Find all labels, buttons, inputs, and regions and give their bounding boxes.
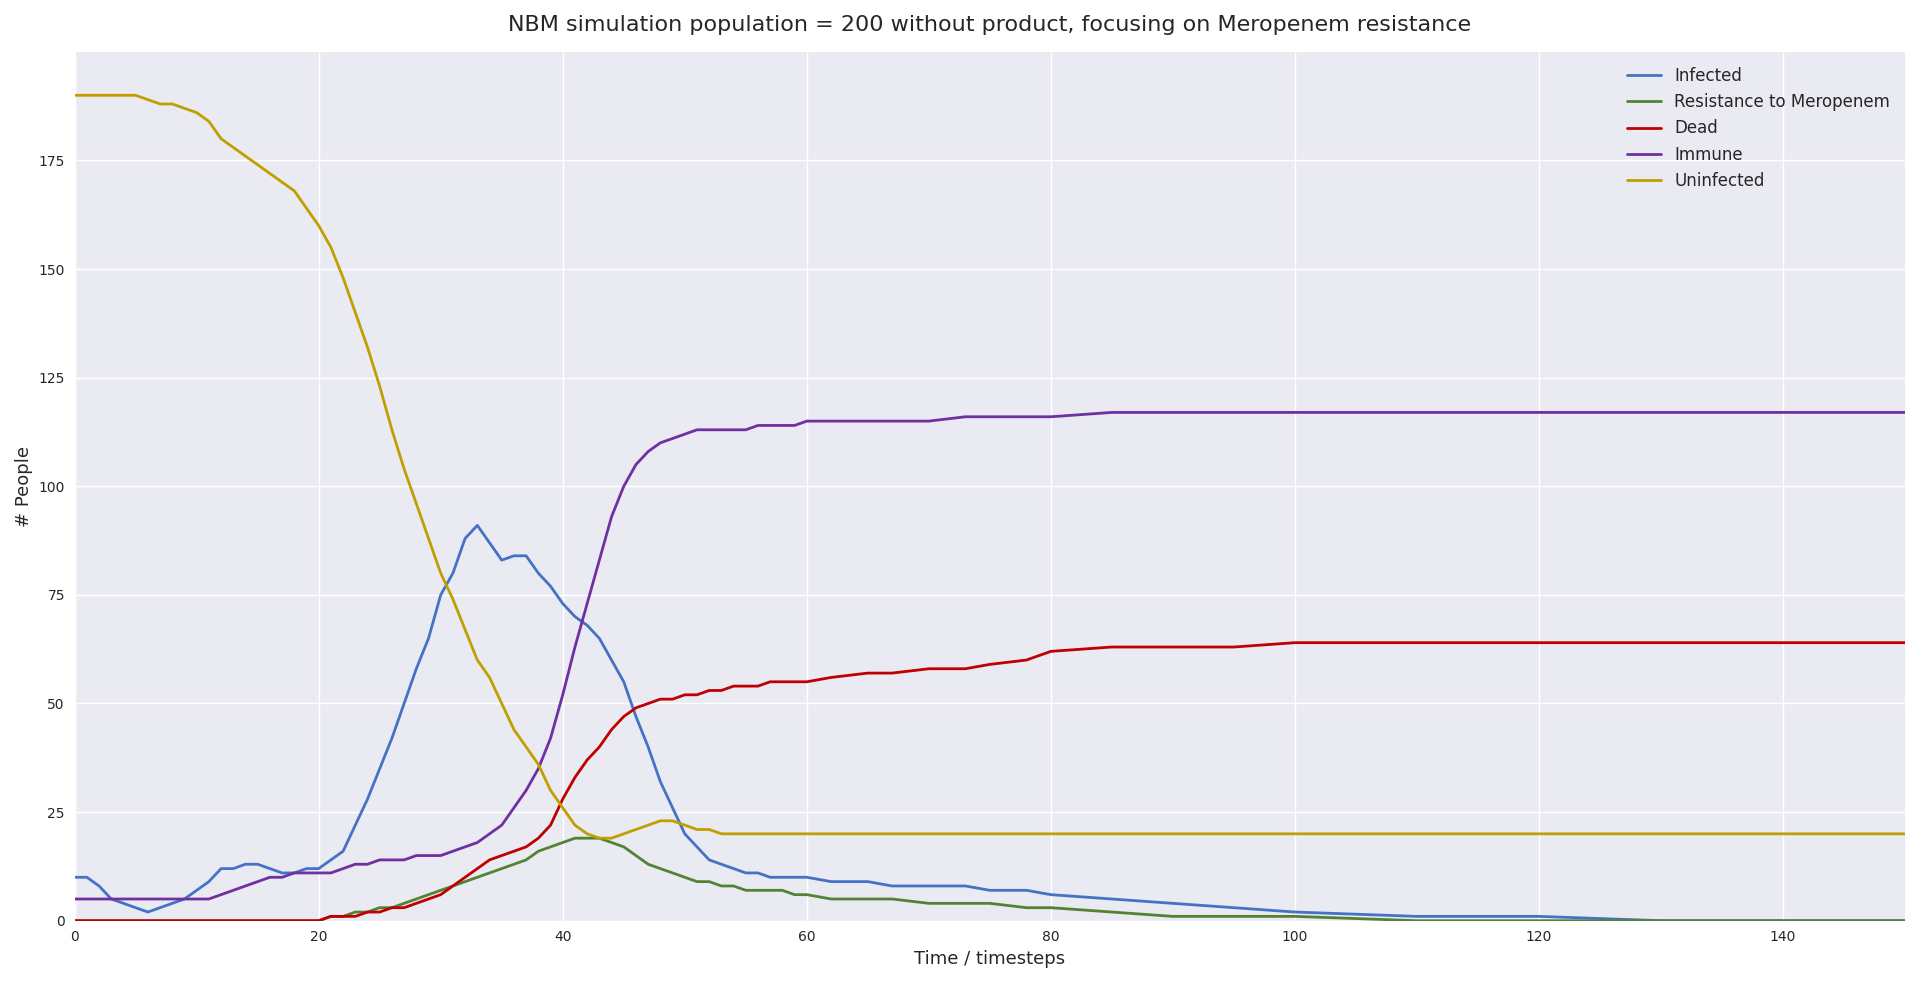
Dead xyxy=(1283,637,1306,649)
Infected xyxy=(478,537,501,549)
Y-axis label: # People: # People xyxy=(15,445,33,527)
Dead xyxy=(540,819,563,831)
Dead xyxy=(733,680,756,692)
Resistance to Meropenem xyxy=(223,915,246,927)
Resistance to Meropenem xyxy=(125,915,148,927)
Immune xyxy=(467,837,490,848)
Immune xyxy=(223,885,246,896)
Line: Uninfected: Uninfected xyxy=(75,95,1905,838)
Dead xyxy=(125,915,148,927)
Uninfected xyxy=(467,654,490,665)
Line: Dead: Dead xyxy=(75,643,1905,921)
Dead xyxy=(223,915,246,927)
Uninfected xyxy=(63,89,86,101)
Uninfected xyxy=(369,380,392,392)
Dead xyxy=(63,915,86,927)
Infected xyxy=(467,519,490,531)
Uninfected xyxy=(125,89,148,101)
Infected xyxy=(369,763,392,775)
Immune xyxy=(63,894,86,905)
Legend: Infected, Resistance to Meropenem, Dead, Immune, Uninfected: Infected, Resistance to Meropenem, Dead,… xyxy=(1620,60,1897,197)
Resistance to Meropenem xyxy=(1893,915,1916,927)
Infected xyxy=(223,863,246,875)
Infected xyxy=(63,871,86,883)
Dead xyxy=(1893,637,1916,649)
Dead xyxy=(369,906,392,918)
Line: Resistance to Meropenem: Resistance to Meropenem xyxy=(75,838,1905,921)
Uninfected xyxy=(540,784,563,796)
Resistance to Meropenem xyxy=(63,915,86,927)
Uninfected xyxy=(223,142,246,153)
Resistance to Meropenem xyxy=(747,885,770,896)
Line: Infected: Infected xyxy=(75,525,1905,921)
Infected xyxy=(1893,915,1916,927)
Immune xyxy=(1893,407,1916,419)
Line: Immune: Immune xyxy=(75,413,1905,899)
Immune xyxy=(369,854,392,866)
Resistance to Meropenem xyxy=(467,871,490,883)
X-axis label: Time / timesteps: Time / timesteps xyxy=(914,950,1066,968)
Immune xyxy=(540,732,563,744)
Immune xyxy=(733,424,756,435)
Infected xyxy=(551,598,574,609)
Dead xyxy=(467,863,490,875)
Resistance to Meropenem xyxy=(563,833,586,844)
Immune xyxy=(125,894,148,905)
Resistance to Meropenem xyxy=(540,841,563,853)
Uninfected xyxy=(747,828,770,839)
Infected xyxy=(1649,915,1672,927)
Resistance to Meropenem xyxy=(369,901,392,913)
Uninfected xyxy=(1893,828,1916,839)
Uninfected xyxy=(588,833,611,844)
Infected xyxy=(125,901,148,913)
Immune xyxy=(1100,407,1123,419)
Title: NBM simulation population = 200 without product, focusing on Meropenem resistanc: NBM simulation population = 200 without … xyxy=(509,15,1471,35)
Infected xyxy=(747,867,770,879)
